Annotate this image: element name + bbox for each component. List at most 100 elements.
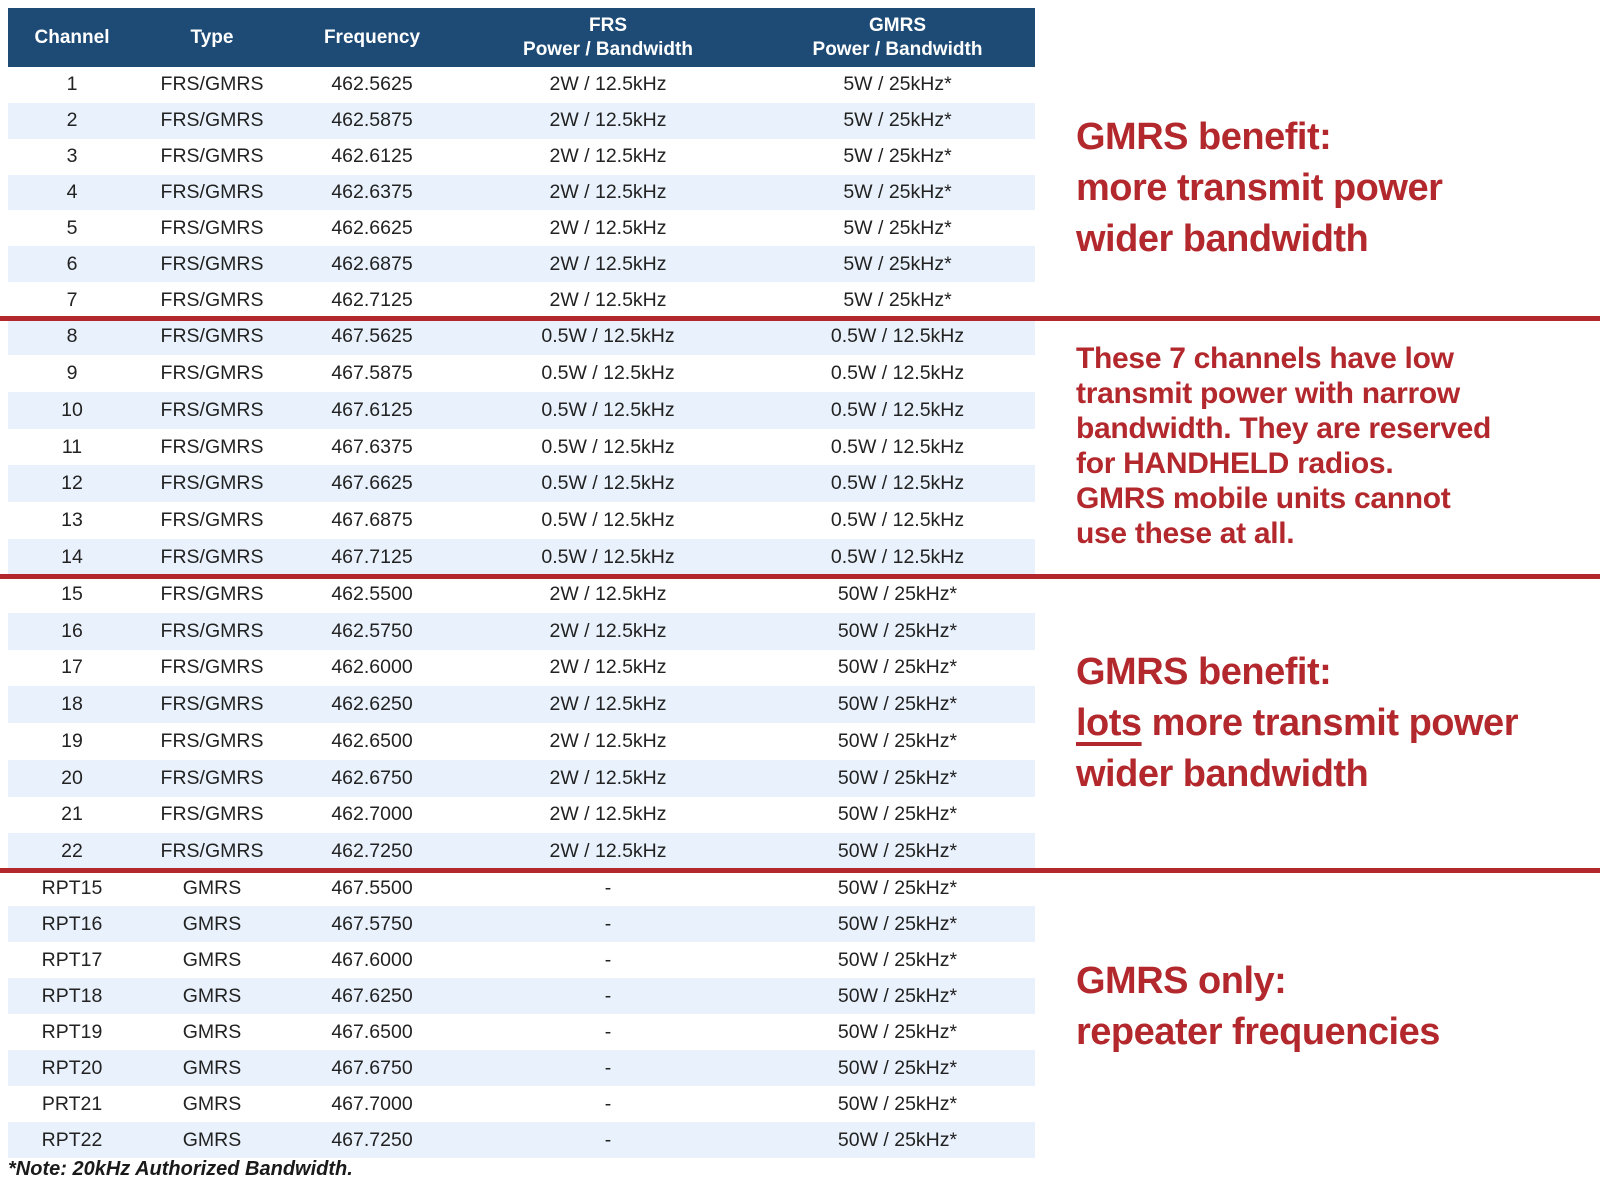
cell-frequency: 462.6250 (331, 693, 413, 716)
cell-frequency: 467.5875 (331, 361, 413, 384)
cell-channel: 13 (61, 509, 83, 532)
cell-frs-power: 2W / 12.5kHz (549, 216, 667, 239)
cell-gmrs-power: 50W / 25kHz* (837, 582, 958, 605)
cell-frs-power: - (604, 984, 612, 1007)
cell-frs-power: 0.5W / 12.5kHz (541, 398, 675, 421)
cell-type: FRS/GMRS (160, 73, 264, 96)
cell-gmrs-power: 50W / 25kHz* (837, 876, 958, 899)
cell-type: FRS/GMRS (160, 546, 264, 569)
cell-frequency: 467.5500 (331, 876, 413, 899)
annotation-line: GMRS mobile units cannot (1076, 482, 1451, 515)
cell-type: FRS/GMRS (160, 216, 264, 239)
cell-frs-power: - (604, 912, 612, 935)
cell-gmrs-power: 50W / 25kHz* (837, 619, 958, 642)
cell-channel: 18 (61, 693, 83, 716)
annotation-gmrs-only: GMRS only: repeater frequencies (1076, 956, 1440, 1058)
cell-frequency: 467.6500 (331, 1020, 413, 1043)
channel-table: Channel Type Frequency FRS Power / Bandw… (8, 8, 1035, 1159)
header-cell-frequency: Frequency (288, 8, 456, 67)
cell-type: FRS/GMRS (160, 361, 264, 384)
cell-gmrs-power: 50W / 25kHz* (837, 912, 958, 935)
cell-type: FRS/GMRS (160, 729, 264, 752)
cell-frs-power: - (604, 1056, 612, 1079)
cell-channel: 6 (66, 252, 78, 275)
table-row: RPT16 GMRS 467.5750 - 50W / 25kHz* (8, 906, 1035, 943)
table-row: PRT21 GMRS 467.7000 - 50W / 25kHz* (8, 1086, 1035, 1122)
cell-type: FRS/GMRS (160, 288, 264, 311)
table-row: 1 FRS/GMRS 462.5625 2W / 12.5kHz 5W / 25kHz* (8, 67, 1035, 103)
annotation-handheld-note: These 7 channels have low transmit power… (1076, 341, 1491, 551)
cell-frequency: 467.6875 (331, 509, 413, 532)
cell-gmrs-power: 50W / 25kHz* (837, 840, 958, 863)
cell-gmrs-power: 5W / 25kHz* (843, 216, 952, 239)
cell-frequency: 462.6750 (331, 766, 413, 789)
cell-frequency: 462.6125 (331, 145, 413, 168)
table-row: 19 FRS/GMRS 462.6500 2W / 12.5kHz 50W / 25kH… (8, 723, 1035, 760)
cell-channel: 5 (66, 216, 78, 239)
cell-gmrs-power: 0.5W / 12.5kHz (830, 398, 965, 421)
cell-type: FRS/GMRS (160, 619, 264, 642)
cell-frs-power: - (604, 1092, 612, 1115)
cell-gmrs-power: 50W / 25kHz* (837, 656, 958, 679)
cell-channel: RPT20 (41, 1056, 103, 1079)
table-row: 21 FRS/GMRS 462.7000 2W / 12.5kHz 50W / 25kH… (8, 797, 1035, 834)
cell-channel: 9 (66, 361, 78, 384)
cell-channel: 20 (61, 766, 83, 789)
cell-gmrs-power: 50W / 25kHz* (837, 948, 958, 971)
section-divider-1 (0, 316, 1600, 321)
cell-gmrs-power: 50W / 25kHz* (837, 1020, 958, 1043)
cell-frs-power: 0.5W / 12.5kHz (541, 324, 675, 347)
annotation-line: more transmit power (1076, 167, 1443, 209)
cell-type: FRS/GMRS (160, 181, 264, 203)
cell-channel: RPT22 (41, 1128, 103, 1151)
header-frs-line1: FRS (589, 14, 627, 36)
cell-channel: RPT18 (41, 984, 103, 1007)
cell-frs-power: 2W / 12.5kHz (549, 73, 667, 96)
cell-frs-power: 2W / 12.5kHz (549, 252, 667, 275)
cell-gmrs-power: 50W / 25kHz* (837, 693, 958, 716)
cell-gmrs-power: 5W / 25kHz* (843, 73, 952, 96)
cell-frs-power: 0.5W / 12.5kHz (541, 546, 675, 569)
table-row: 15 FRS/GMRS 462.5500 2W / 12.5kHz 50W / 25kH… (8, 576, 1035, 613)
cell-frequency: 462.7250 (331, 840, 413, 863)
footnote: *Note: 20kHz Authorized Bandwidth. (8, 1158, 353, 1180)
cell-type: FRS/GMRS (160, 582, 264, 605)
cell-type: FRS/GMRS (160, 435, 264, 458)
cell-channel: 2 (66, 109, 78, 132)
cell-type: FRS/GMRS (160, 656, 264, 679)
cell-type: GMRS (182, 1020, 242, 1043)
channel-table-body: 1 FRS/GMRS 462.5625 2W / 12.5kHz 5W / 25kHz*… (8, 67, 1035, 1159)
cell-type: GMRS (182, 1128, 242, 1151)
cell-type: GMRS (182, 1056, 242, 1079)
table-row: 18 FRS/GMRS 462.6250 2W / 12.5kHz 50W / 25kH… (8, 686, 1035, 724)
table-row: 13 FRS/GMRS 467.6875 0.5W / 12.5kHz 0.5W / 1… (8, 502, 1035, 539)
cell-channel: 16 (61, 619, 83, 642)
cell-gmrs-power: 0.5W / 12.5kHz (830, 361, 965, 384)
cell-channel: 22 (61, 840, 83, 863)
cell-frequency: 462.5875 (331, 109, 413, 132)
cell-frequency: 462.7000 (331, 803, 413, 826)
annotation-line: use these at all. (1076, 517, 1295, 550)
table-row: 14 FRS/GMRS 467.7125 0.5W / 12.5kHz 0.5W / 1… (8, 539, 1035, 577)
table-row: 8 FRS/GMRS 467.5625 0.5W / 12.5kHz 0.5W / 12… (8, 318, 1035, 355)
cell-frequency: 462.5500 (331, 582, 413, 605)
table-row: RPT18 GMRS 467.6250 - 50W / 25kHz* (8, 978, 1035, 1015)
cell-frs-power: - (604, 948, 612, 971)
cell-frs-power: 2W / 12.5kHz (549, 619, 667, 642)
cell-frequency: 467.5750 (331, 912, 413, 935)
table-row: 17 FRS/GMRS 462.6000 2W / 12.5kHz 50W / 25kH… (8, 650, 1035, 687)
cell-frequency: 462.6625 (331, 216, 413, 239)
cell-frs-power: 2W / 12.5kHz (549, 145, 667, 168)
cell-frs-power: - (604, 1020, 612, 1043)
cell-type: GMRS (182, 1092, 242, 1115)
cell-gmrs-power: 50W / 25kHz* (837, 1128, 958, 1151)
cell-gmrs-power: 5W / 25kHz* (843, 181, 952, 203)
cell-channel: 3 (66, 145, 78, 168)
cell-gmrs-power: 0.5W / 12.5kHz (830, 435, 965, 458)
annotation-line: wider bandwidth (1076, 218, 1369, 260)
cell-frs-power: 2W / 12.5kHz (549, 656, 667, 679)
cell-type: FRS/GMRS (160, 693, 264, 716)
table-row: 4 FRS/GMRS 462.6375 2W / 12.5kHz 5W / 25kHz* (8, 174, 1035, 211)
cell-frequency: 462.6875 (331, 252, 413, 275)
cell-gmrs-power: 0.5W / 12.5kHz (830, 324, 965, 347)
